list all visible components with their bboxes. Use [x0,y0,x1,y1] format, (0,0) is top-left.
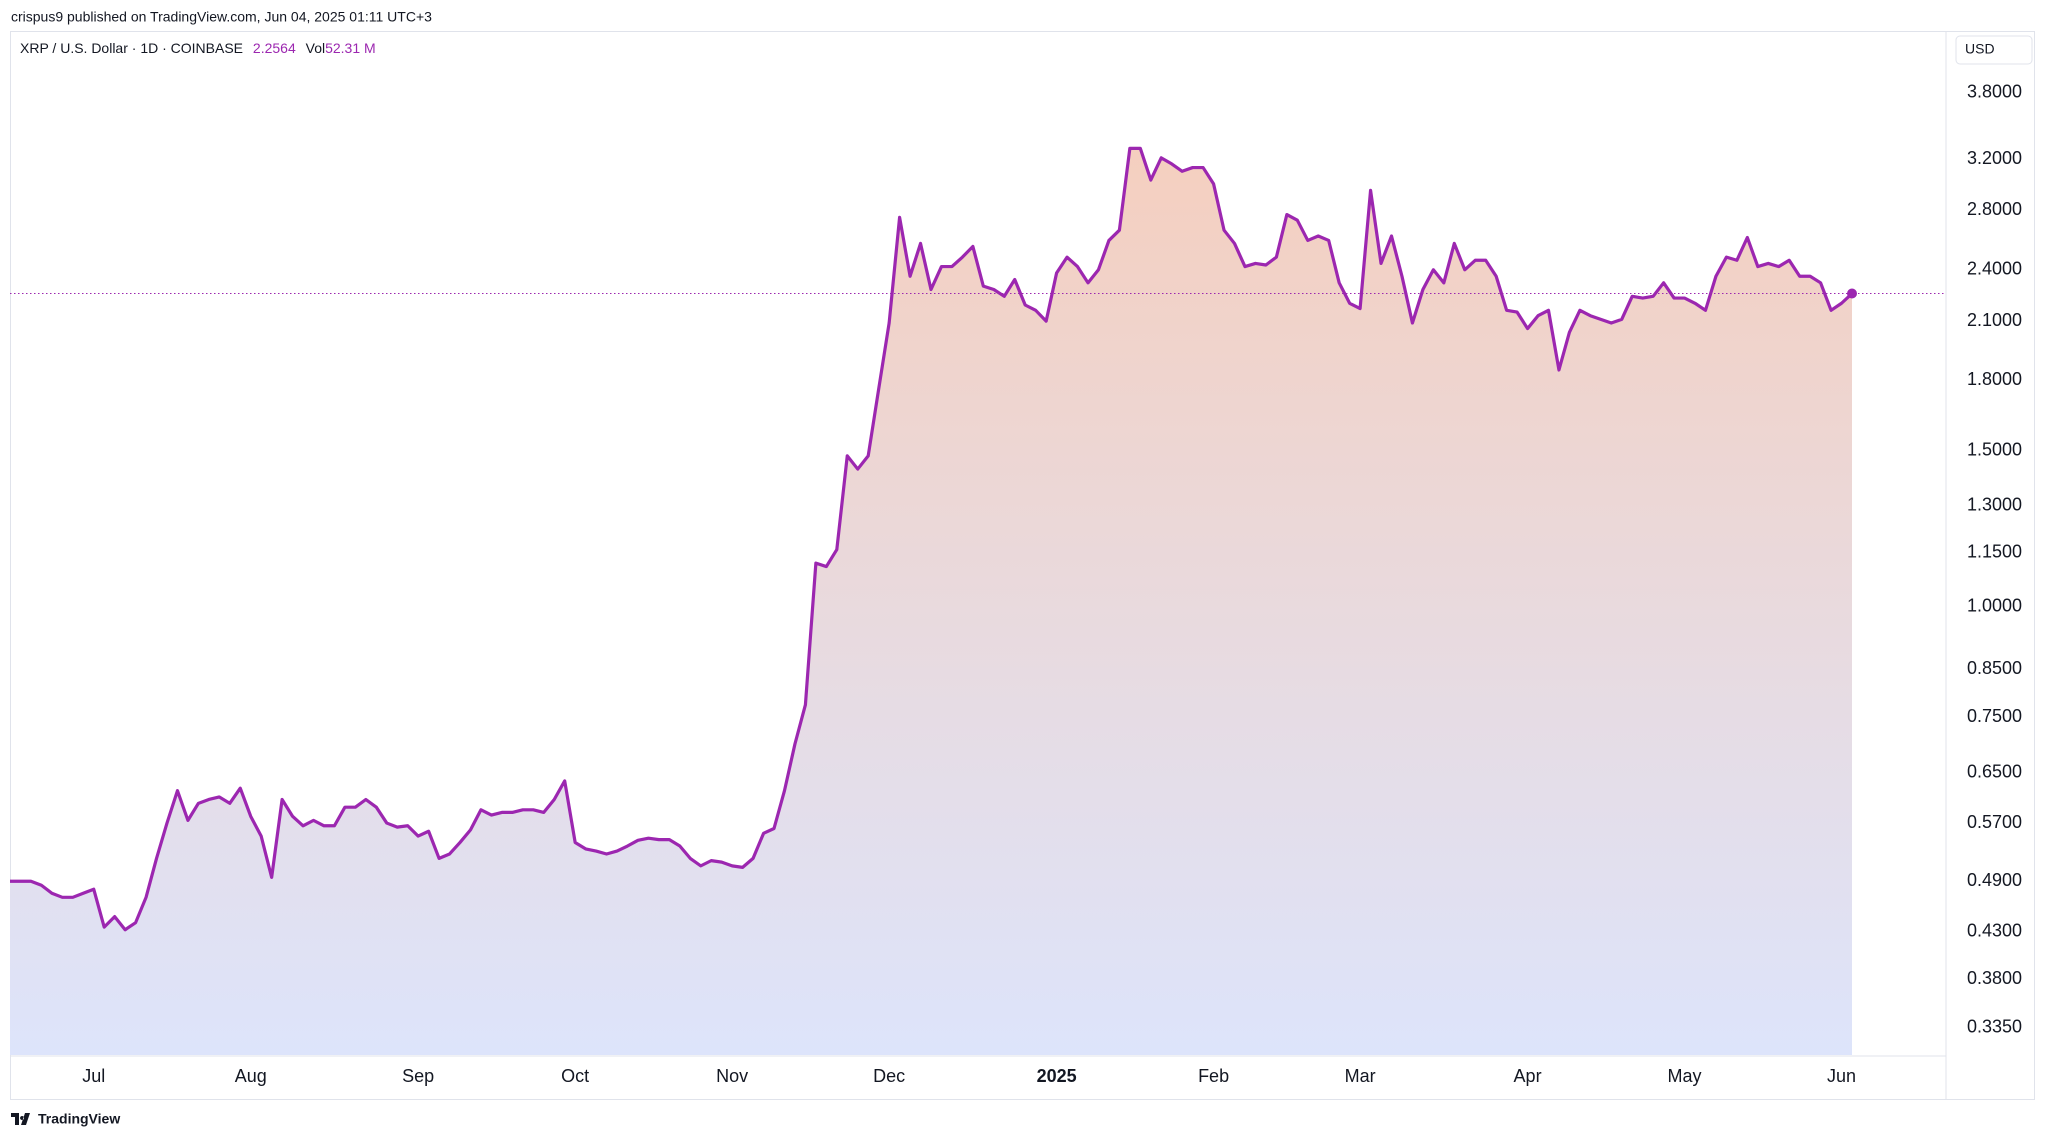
y-tick-label: 2.1000 [1967,310,2022,330]
y-tick-label: 1.0000 [1967,595,2022,615]
x-tick-label: Oct [561,1066,589,1086]
area [10,148,1852,1055]
y-tick-label: 0.4900 [1967,870,2022,890]
y-tick-label: 3.2000 [1967,148,2022,168]
symbol: XRP / U.S. Dollar · 1D · COINBASE [20,40,243,56]
y-tick-label: 0.6500 [1967,761,2022,781]
x-tick-label: May [1668,1066,1702,1086]
y-tick-label: 0.5700 [1967,812,2022,832]
x-tick-label: Sep [402,1066,434,1086]
x-tick-label: Mar [1345,1066,1376,1086]
y-tick-label: 2.4000 [1967,259,2022,279]
x-tick-label: Apr [1514,1066,1542,1086]
x-tick-label: Jun [1827,1066,1856,1086]
x-tick-label: Aug [235,1066,267,1086]
brand-logo [11,1113,30,1125]
currency-box[interactable] [1955,35,2033,65]
volume: 52.31 M [325,40,376,56]
y-tick-label: 1.3000 [1967,494,2022,514]
x-tick-label: 2025 [1037,1066,1077,1086]
chart-frame [10,31,2035,1100]
y-tick-label: 1.1500 [1967,542,2022,562]
volume-label: Vol [306,40,325,56]
plot-area [10,146,1946,1055]
y-tick-label: 3.8000 [1967,82,2022,102]
x-tick-label: Dec [873,1066,905,1086]
currency[interactable]: USD [1965,41,1995,57]
y-tick-label: 0.4300 [1967,920,2022,940]
price-line [10,146,1854,932]
y-tick-label: 0.8500 [1967,658,2022,678]
last-price: 2.2564 [253,40,296,56]
published-note: crispus9 published on TradingView.com, J… [11,9,432,25]
last-price-dot [1847,288,1857,299]
y-tick-label: 1.5000 [1967,439,2022,459]
x-tick-label: Jul [82,1066,105,1086]
y-tick-label: 2.8000 [1967,199,2022,219]
y-tick-label: 0.3800 [1967,968,2022,988]
x-tick-label: Nov [716,1066,748,1086]
x-tick-label: Feb [1198,1066,1229,1086]
y-tick-label: 0.3350 [1967,1016,2022,1036]
symbol-header: XRP / U.S. Dollar · 1D · COINBASE 2.2564… [20,40,376,56]
brand: TradingView [38,1111,120,1127]
y-tick-label: 0.7500 [1967,706,2022,726]
y-tick-label: 1.8000 [1967,369,2022,389]
